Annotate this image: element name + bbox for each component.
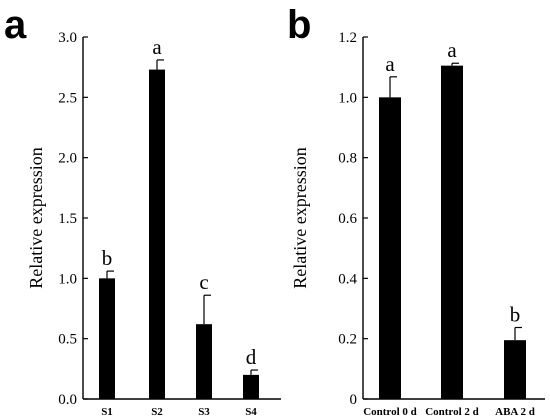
panel-a-significance-label: b [102, 246, 113, 270]
panel-a-y-tick-label: 1.5 [58, 211, 77, 227]
panel-a-y-tick-label: 0.0 [58, 392, 77, 408]
panel-a-bar [196, 324, 212, 399]
panel-b-y-tick-label: 0.2 [338, 332, 357, 348]
panel-b-y-tick-label: 0.8 [338, 151, 357, 167]
panel-b-significance-label: a [385, 52, 395, 76]
panel-a-bars [99, 59, 259, 399]
panel-b-bars [379, 62, 526, 400]
panel-a-labels: b S1 a S2 c S3 d S4 [101, 35, 257, 418]
panel-b-category-label: ABA 2 d [495, 406, 535, 418]
panel-b-significance-label: b [510, 303, 521, 327]
panel-a: a Relative expression 0.0 0.5 1.0 1.5 2.0 2.5… [4, 3, 281, 418]
panel-a-bar [99, 278, 115, 399]
panel-b-letter: b [287, 3, 311, 47]
panel-a-y-tick-label: 0.5 [58, 332, 77, 348]
panel-a-significance-label: d [246, 345, 257, 369]
panel-a-category-label: S1 [101, 406, 113, 418]
panel-b-ylabel: Relative expression [290, 147, 310, 288]
panel-b-significance-label: a [447, 38, 457, 62]
panel-a-axes: 0.0 0.5 1.0 1.5 2.0 2.5 3.0 [58, 30, 281, 408]
panel-a-letter: a [4, 3, 27, 47]
panel-b-y-tick-label: 0 [350, 392, 358, 408]
panel-a-bar [243, 374, 259, 399]
panel-a-ylabel: Relative expression [26, 147, 46, 288]
panel-b-labels: a Control 0 d a Control 2 d b ABA 2 d [363, 38, 535, 418]
panel-a-bar [149, 69, 165, 399]
panel-a-significance-label: c [199, 270, 208, 294]
panel-b: b Relative expression 0 0.2 0.4 0.6 0.8 1.0 1.… [287, 3, 545, 418]
panel-a-y-tick-label: 1.0 [58, 271, 77, 287]
panel-b-y-tick-label: 0.6 [338, 211, 357, 227]
panel-b-y-tick-label: 1.2 [338, 30, 357, 46]
panel-a-significance-label: a [152, 35, 162, 59]
panel-a-y-tick-label: 2.5 [58, 90, 77, 106]
panel-a-category-label: S2 [151, 406, 163, 418]
panel-b-bar [379, 97, 401, 399]
panel-b-y-tick-label: 1.0 [338, 90, 357, 106]
panel-a-y-tick-label: 3.0 [58, 30, 77, 46]
panel-b-bar [441, 65, 463, 400]
panel-a-y-tick-label: 2.0 [58, 151, 77, 167]
panel-a-category-label: S3 [198, 406, 210, 418]
panel-b-bar [504, 340, 526, 399]
panel-b-category-label: Control 2 d [425, 406, 479, 418]
panel-a-category-label: S4 [245, 406, 257, 418]
panel-b-y-tick-label: 0.4 [338, 271, 357, 287]
panel-b-category-label: Control 0 d [363, 406, 417, 418]
